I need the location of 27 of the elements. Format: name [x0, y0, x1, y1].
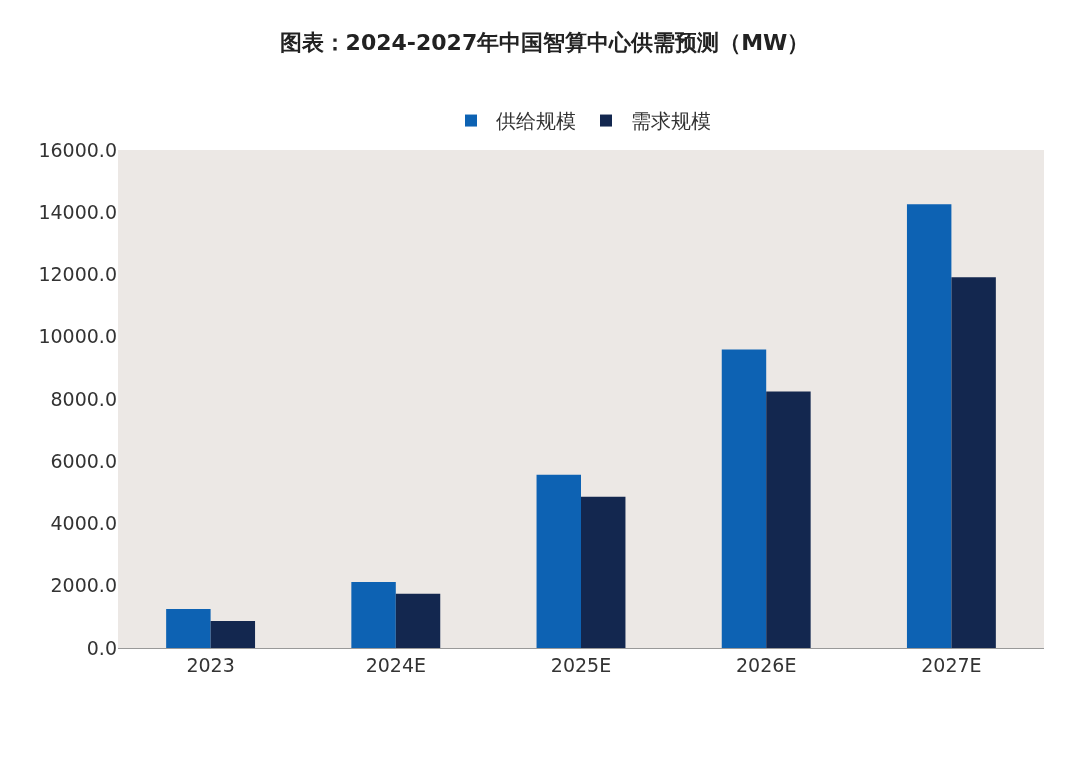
- bar: [951, 277, 996, 648]
- bar: [721, 349, 767, 648]
- bar: [766, 391, 811, 648]
- y-tick-label: 6000.0: [50, 449, 117, 472]
- bar: [395, 593, 441, 648]
- bar: [536, 474, 581, 648]
- x-tick-label: 2023: [186, 653, 235, 676]
- y-tick-label: 16000.0: [38, 138, 117, 161]
- bar: [166, 609, 211, 648]
- legend-label: 需求规模: [631, 109, 711, 134]
- y-tick-label: 4000.0: [50, 512, 117, 535]
- y-tick-label: 10000.0: [38, 325, 117, 348]
- x-tick-label: 2026E: [736, 653, 797, 676]
- x-tick-label: 2024E: [365, 653, 426, 676]
- y-tick-label: 0.0: [86, 636, 117, 659]
- y-tick-label: 12000.0: [38, 263, 117, 286]
- bar: [906, 204, 952, 648]
- chart-title: 图表：2024-2027年中国智算中心供需预测（MW）: [279, 29, 810, 55]
- bar: [581, 496, 626, 648]
- y-tick-label: 8000.0: [50, 387, 117, 410]
- x-tick-label: 2027E: [921, 653, 982, 676]
- bar: [351, 582, 396, 648]
- y-tick-label: 2000.0: [50, 574, 117, 597]
- bar: [210, 620, 256, 648]
- legend-label: 供给规模: [496, 109, 576, 134]
- y-tick-label: 14000.0: [38, 200, 117, 223]
- x-tick-label: 2025E: [550, 653, 612, 676]
